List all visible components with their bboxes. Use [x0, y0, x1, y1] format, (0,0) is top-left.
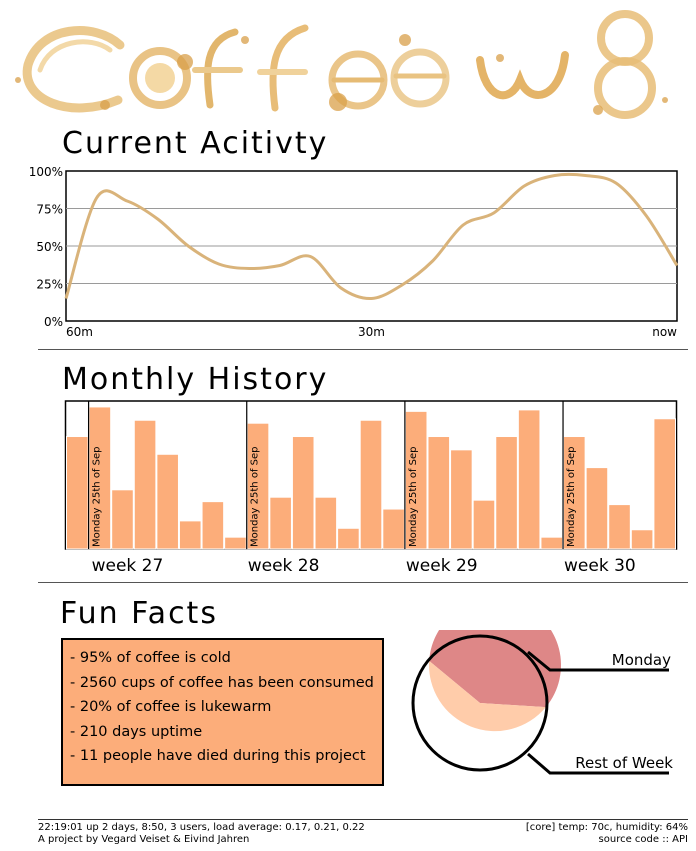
pie-slice-monday [429, 630, 561, 708]
history-bar [269, 496, 292, 550]
history-bar [224, 536, 247, 550]
current-activity-title: Current Acitivty [62, 126, 329, 161]
sensor-readout: [core] temp: 70c, humidity: 64% [525, 822, 688, 833]
history-bar [450, 449, 473, 550]
legend-leader-line [527, 752, 669, 775]
history-bar [540, 536, 564, 550]
week-label: week 29 [406, 556, 478, 576]
history-bar [585, 467, 609, 550]
history-bar [495, 436, 518, 550]
y-tick-label: 75% [36, 203, 63, 217]
link-separator: :: [659, 834, 673, 845]
footer-links: source code :: API [526, 834, 688, 846]
pie-outline [411, 634, 549, 772]
monthly-history-chart: Monday 25th of Sep Monday 25th of Sep Mond… [64, 400, 678, 576]
section-divider [38, 349, 688, 350]
x-tick-label: now [652, 325, 677, 339]
legend-label-monday: Monday [612, 651, 671, 669]
x-tick-label: 30m [358, 325, 385, 339]
week-marker-label: Monday 25th of Sep [92, 447, 103, 547]
history-bar [156, 453, 179, 550]
activity-series-line [64, 172, 679, 301]
history-bar [111, 489, 134, 550]
current-activity-chart: 0% 25% 50% 75% 100% 60m 30m now [29, 165, 679, 339]
history-bar [382, 508, 405, 550]
history-bar [337, 527, 360, 550]
pie-slice-rest-of-week [429, 660, 546, 732]
history-bar [608, 504, 631, 550]
history-bar [359, 419, 383, 550]
section-divider [38, 582, 688, 583]
fact-item: - 2560 cups of coffee has been consumed [70, 674, 374, 691]
monthly-history-title: Monthly History [62, 362, 329, 397]
history-bar [291, 436, 315, 550]
week-label: week 30 [564, 556, 636, 576]
uptime-readout: 22:19:01 up 2 days, 8:50, 3 users, load … [38, 822, 365, 833]
week-marker-label: Monday 25th of Sep [250, 447, 261, 547]
fun-facts-title: Fun Facts [60, 596, 218, 631]
week-label: week 28 [248, 556, 320, 576]
history-bar [133, 419, 157, 550]
fact-item: - 210 days uptime [70, 723, 203, 740]
x-tick-label: 60m [66, 325, 93, 339]
y-tick-label: 0% [44, 315, 63, 329]
fact-item: - 20% of coffee is lukewarm [70, 699, 272, 715]
coffee-w8-logo [15, 10, 668, 119]
api-link[interactable]: API [672, 834, 688, 845]
history-bar [314, 496, 338, 550]
credits: A project by Vegard Veiset & Eivind Jahr… [38, 834, 250, 845]
fun-facts-box: - 95% of coffee is cold - 2560 cups of c… [61, 638, 384, 786]
footer-right: [core] temp: 70c, humidity: 64% source c… [526, 822, 688, 846]
weekday-pie-chart: Monday Rest of Week [411, 630, 673, 775]
week-marker-label: Monday 25th of Sep [566, 447, 577, 547]
legend-leader-line [527, 650, 669, 672]
week-marker-label: Monday 25th of Sep [408, 447, 419, 547]
footer-left: 22:19:01 up 2 days, 8:50, 3 users, load … [38, 822, 365, 846]
legend-label-rest-of-week: Rest of Week [575, 754, 673, 772]
history-bar [178, 520, 202, 550]
fact-item: - 95% of coffee is cold [70, 650, 231, 666]
history-bar [630, 529, 654, 550]
y-tick-label: 25% [36, 278, 63, 292]
history-bar [653, 418, 677, 550]
week-label: week 27 [92, 556, 164, 576]
history-bar [472, 499, 496, 550]
history-bar [427, 436, 451, 550]
history-bar [517, 409, 541, 550]
source-code-link[interactable]: source code [598, 834, 660, 845]
y-tick-label: 100% [29, 165, 63, 179]
history-bar [66, 436, 89, 550]
history-bar [201, 501, 225, 550]
y-tick-label: 50% [36, 240, 63, 254]
footer-divider [38, 819, 688, 820]
fact-item: - 11 people have died during this projec… [70, 748, 366, 764]
